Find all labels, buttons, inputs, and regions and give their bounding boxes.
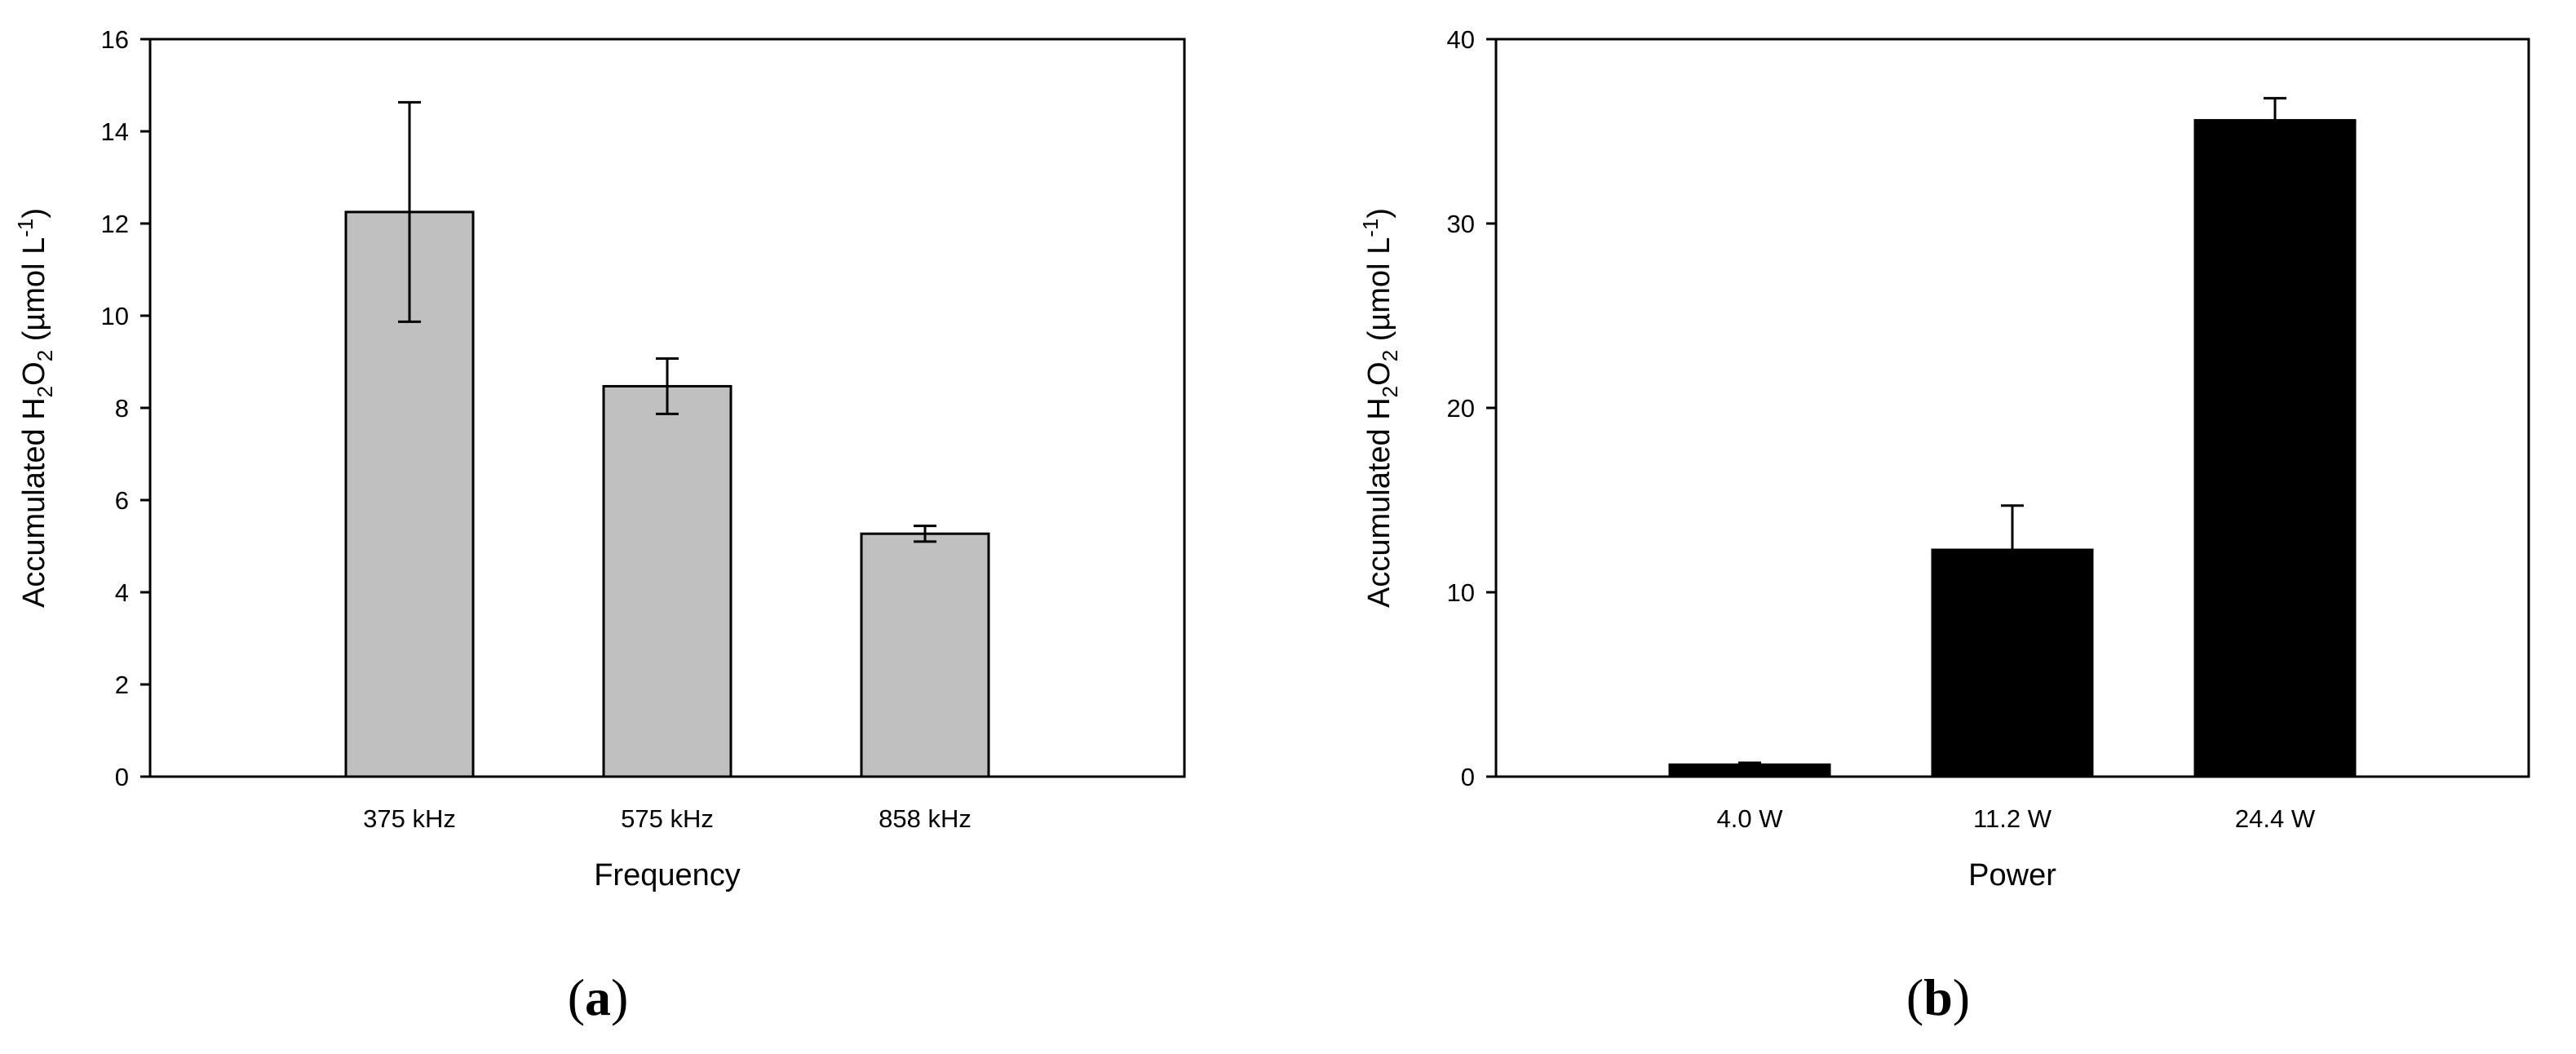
bar — [602, 384, 733, 778]
y-tick-label: 8 — [115, 394, 129, 423]
x-axis-title: Power — [1968, 858, 2056, 892]
y-tick-label: 30 — [1447, 210, 1475, 238]
y-tick-label: 0 — [1461, 763, 1475, 791]
y-tick-label: 16 — [101, 25, 129, 54]
x-tick-label: 4.0 W — [1717, 804, 1784, 833]
panel-label: (a) — [568, 968, 629, 1026]
x-axis-title: Frequency — [594, 858, 741, 892]
y-tick-label: 0 — [115, 763, 129, 791]
y-tick-label: 4 — [115, 578, 129, 607]
y-axis-title: Accumulated H2O2 (µmol L-1) — [13, 208, 57, 608]
x-tick-label: 575 kHz — [621, 804, 714, 833]
x-tick-label: 858 kHz — [879, 804, 972, 833]
x-tick-label: 375 kHz — [363, 804, 456, 833]
x-tick-label: 24.4 W — [2235, 804, 2316, 833]
x-tick-label: 11.2 W — [1973, 804, 2052, 833]
y-tick-label: 6 — [115, 486, 129, 515]
chart-panel-b: 0 10 20 30 40 4.0 W 11.2 W 24.4 W Power Accumulat… — [1358, 25, 2530, 1026]
y-tick-label: 10 — [1447, 578, 1475, 607]
y-tick-label: 12 — [101, 210, 129, 238]
bar — [2193, 118, 2357, 778]
y-tick-label: 14 — [101, 117, 129, 146]
chart-panel-a: 0 2 4 6 8 10 12 14 16 375 kHz 575 kHz 858 kHz Freque… — [13, 25, 1186, 1026]
panel-label: (b) — [1906, 968, 1970, 1026]
bar — [860, 532, 990, 778]
y-tick-label: 10 — [101, 302, 129, 330]
bar — [1668, 763, 1831, 778]
y-axis-title: Accumulated H2O2 (µmol L-1) — [1358, 208, 1402, 608]
y-tick-label: 2 — [115, 671, 129, 699]
bar — [1931, 548, 2094, 778]
y-tick-label: 40 — [1447, 25, 1475, 54]
y-tick-label: 20 — [1447, 394, 1475, 423]
